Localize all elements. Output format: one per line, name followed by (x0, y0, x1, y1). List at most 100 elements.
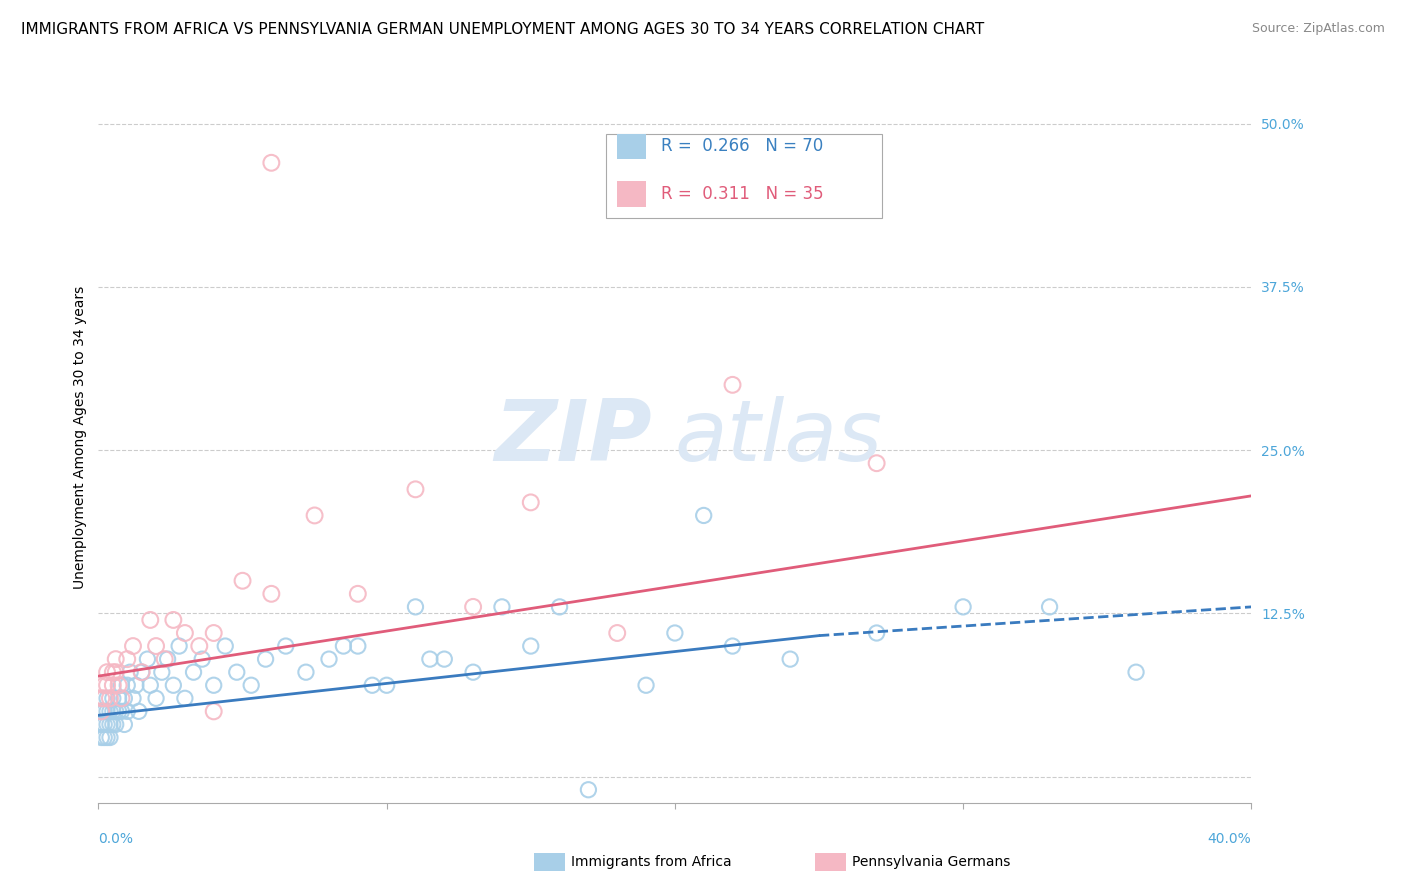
Bar (617, 134, 647, 159)
Point (231, 574, 254, 588)
Point (153, 652, 176, 666)
Point (405, 599, 427, 614)
Point (260, 155, 283, 169)
Point (174, 691, 197, 706)
Point (107, 678, 129, 692)
Point (104, 652, 127, 666)
Text: R =  0.266   N = 70: R = 0.266 N = 70 (661, 137, 824, 155)
Point (122, 639, 145, 653)
Point (419, 652, 441, 666)
Point (167, 639, 190, 653)
Point (174, 626, 197, 640)
Point (93, 705, 115, 719)
Point (779, 652, 801, 666)
Point (225, 665, 247, 680)
Text: R =  0.311   N = 35: R = 0.311 N = 35 (661, 185, 824, 202)
Point (90, 691, 112, 706)
Text: ZIP: ZIP (494, 395, 652, 479)
Point (145, 639, 167, 653)
Point (93, 731, 115, 745)
Point (107, 691, 129, 706)
Point (90, 705, 112, 719)
Point (346, 587, 368, 601)
Point (93, 678, 115, 692)
Point (98, 731, 121, 745)
Point (491, 599, 513, 614)
Text: IMMIGRANTS FROM AFRICA VS PENNSYLVANIA GERMAN UNEMPLOYMENT AMONG AGES 30 TO 34 Y: IMMIGRANTS FROM AFRICA VS PENNSYLVANIA G… (21, 22, 984, 37)
Point (110, 705, 132, 719)
Point (1039, 599, 1062, 614)
Point (101, 665, 124, 680)
Point (721, 639, 744, 653)
Point (636, 678, 658, 692)
Point (96, 717, 118, 731)
Point (117, 705, 139, 719)
Point (101, 691, 124, 706)
Point (202, 705, 225, 719)
Point (361, 678, 384, 692)
Point (145, 691, 167, 706)
Text: atlas: atlas (675, 395, 883, 479)
Point (866, 626, 889, 640)
Point (110, 678, 132, 692)
Point (254, 652, 277, 666)
Point (93, 691, 115, 706)
Point (104, 717, 127, 731)
Point (104, 665, 127, 680)
Point (128, 705, 150, 719)
Point (117, 652, 139, 666)
Point (162, 678, 184, 692)
Point (150, 665, 173, 680)
Point (96, 731, 118, 745)
Point (191, 652, 214, 666)
Point (139, 678, 162, 692)
Point (346, 639, 368, 653)
Point (520, 639, 543, 653)
Bar (617, 181, 647, 207)
Point (90, 705, 112, 719)
Point (866, 456, 889, 470)
Point (98, 691, 121, 706)
Point (304, 508, 326, 523)
Point (107, 705, 129, 719)
Point (98, 717, 121, 731)
Point (693, 508, 716, 523)
Point (90, 731, 112, 745)
Point (332, 639, 354, 653)
Point (188, 639, 211, 653)
Point (433, 652, 456, 666)
Point (240, 678, 263, 692)
Point (162, 613, 184, 627)
Point (122, 691, 145, 706)
Text: 0.0%: 0.0% (98, 832, 134, 846)
Point (125, 678, 148, 692)
Point (96, 665, 118, 680)
Point (136, 652, 159, 666)
FancyBboxPatch shape (606, 134, 883, 218)
Point (664, 626, 686, 640)
Point (214, 639, 236, 653)
Point (183, 665, 205, 680)
Point (548, 599, 571, 614)
Point (260, 587, 283, 601)
Point (318, 652, 340, 666)
Point (101, 705, 124, 719)
Point (405, 483, 427, 497)
Point (96, 678, 118, 692)
Point (578, 782, 600, 797)
Point (104, 705, 127, 719)
Point (461, 599, 484, 614)
Point (93, 717, 115, 731)
Point (112, 717, 135, 731)
Point (112, 691, 135, 706)
Point (131, 665, 153, 680)
Point (110, 691, 132, 706)
Point (520, 495, 543, 509)
Point (952, 599, 974, 614)
Point (131, 665, 153, 680)
Point (90, 717, 112, 731)
Point (721, 377, 744, 392)
Point (202, 678, 225, 692)
Point (156, 652, 179, 666)
Point (101, 678, 124, 692)
